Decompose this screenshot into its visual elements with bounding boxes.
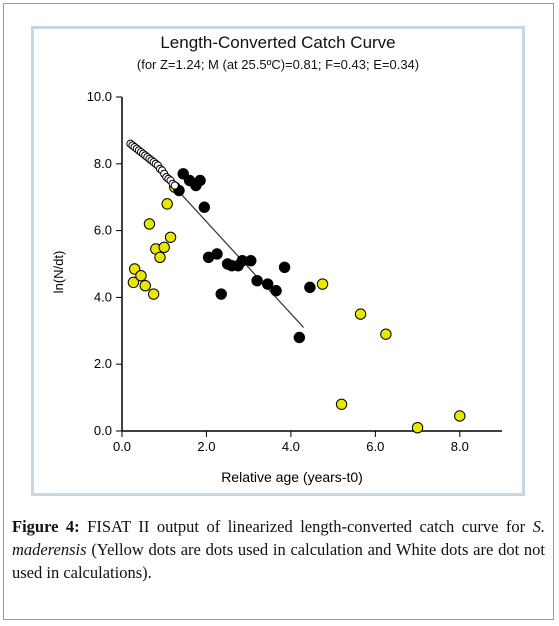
y-tick-label: 8.0 xyxy=(94,156,112,171)
black-point xyxy=(215,288,227,300)
x-tick-label: 8.0 xyxy=(451,439,469,454)
yellow-point xyxy=(454,410,466,422)
x-tick-label: 4.0 xyxy=(282,439,300,454)
y-tick-label: 0.0 xyxy=(94,423,112,438)
x-axis-label: Relative age (years-t0) xyxy=(221,469,363,485)
white-point xyxy=(170,181,179,190)
y-axis-label: ln(N/dt) xyxy=(51,251,66,294)
black-point xyxy=(270,285,282,297)
black-point xyxy=(304,281,316,294)
black-point xyxy=(251,275,263,287)
y-tick-label: 4.0 xyxy=(94,289,112,304)
yellow-point xyxy=(161,198,173,210)
yellow-point xyxy=(316,278,329,290)
chart-box xyxy=(31,26,525,496)
caption-text-1: FISAT II output of linearized length-con… xyxy=(79,517,533,536)
x-tick-label: 6.0 xyxy=(366,439,384,454)
x-tick-label: 2.0 xyxy=(197,439,215,454)
yellow-point xyxy=(147,288,160,300)
figure-caption: Figure 4: FISAT II output of linearized … xyxy=(12,515,545,584)
black-point xyxy=(194,174,206,187)
caption-label: Figure 4: xyxy=(12,517,80,536)
yellow-point xyxy=(164,231,177,243)
caption-species: S. maderensis xyxy=(12,517,545,559)
black-point xyxy=(261,278,274,290)
caption-text-2: (Yellow dots are dots used in calculatio… xyxy=(12,540,545,582)
chart-title: Length-Converted Catch Curve xyxy=(160,33,396,52)
black-point xyxy=(245,254,257,267)
yellow-point xyxy=(127,276,140,289)
yellow-point xyxy=(143,218,156,230)
black-point xyxy=(211,248,223,260)
black-point xyxy=(293,331,306,344)
chart-subtitle: (for Z=1.24; M (at 25.5ºC)=0.81; F=0.43;… xyxy=(136,57,420,72)
yellow-point xyxy=(154,251,166,264)
yellow-point xyxy=(411,421,424,434)
y-tick-label: 10.0 xyxy=(87,89,112,104)
yellow-point xyxy=(354,308,367,320)
yellow-point xyxy=(139,280,151,292)
yellow-point xyxy=(135,269,147,282)
yellow-point xyxy=(380,328,392,340)
yellow-point xyxy=(335,398,348,410)
x-tick-label: 0.0 xyxy=(113,439,131,454)
y-tick-label: 6.0 xyxy=(94,223,112,238)
black-point xyxy=(198,201,211,213)
black-point xyxy=(278,261,291,274)
yellow-point xyxy=(158,241,170,254)
y-tick-label: 2.0 xyxy=(94,356,112,371)
